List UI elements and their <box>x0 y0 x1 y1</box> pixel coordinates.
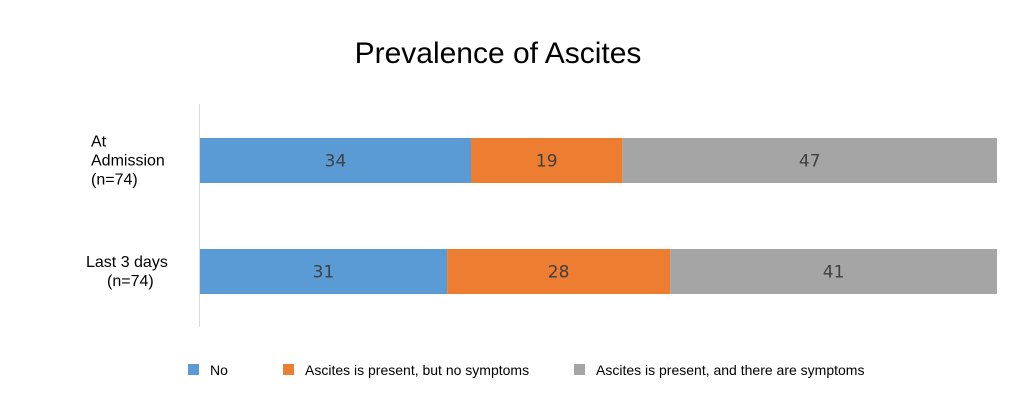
category-label-0: At Admission (n=74) <box>91 134 165 189</box>
bar-segment-1-0 <box>200 249 448 294</box>
bars-group: 34 19 47 31 28 41 <box>200 138 997 294</box>
category-label-1: Last 3 days (n=74) <box>86 254 168 290</box>
legend-label-1: Ascites is present, but no symptoms <box>305 362 529 378</box>
legend-swatch-0 <box>188 364 199 375</box>
data-label-1-0: 31 <box>313 263 335 283</box>
bar-segment-0-2 <box>622 138 997 183</box>
bar-segment-0-0 <box>200 138 471 183</box>
legend: No Ascites is present, but no symptoms Asc… <box>188 362 864 378</box>
legend-label-0: No <box>210 362 228 378</box>
bar-segment-0-1 <box>471 138 623 183</box>
data-label-0-2: 47 <box>799 152 821 172</box>
bar-segment-1-2 <box>670 249 997 294</box>
data-label-1-1: 28 <box>548 263 570 283</box>
data-label-1-2: 41 <box>823 263 845 283</box>
chart-title: Prevalence of Ascites <box>355 37 642 70</box>
category-labels: At Admission (n=74) Last 3 days (n=74) <box>86 134 168 291</box>
legend-label-2: Ascites is present, and there are sympto… <box>596 362 864 378</box>
bar-segment-1-1 <box>447 249 671 294</box>
data-label-0-0: 34 <box>325 152 347 172</box>
legend-swatch-1 <box>283 364 294 375</box>
data-label-0-1: 19 <box>536 152 558 172</box>
legend-swatch-2 <box>574 364 585 375</box>
